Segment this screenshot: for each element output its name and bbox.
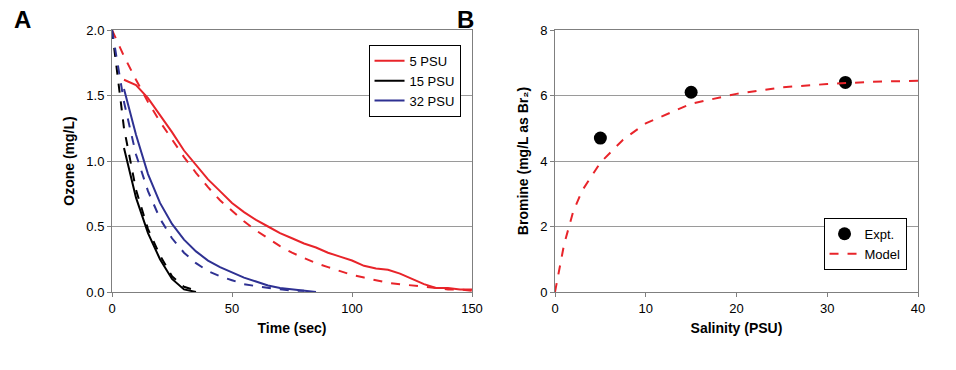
svg-text:1.5: 1.5	[86, 88, 104, 103]
svg-text:0: 0	[540, 285, 547, 300]
svg-text:4: 4	[540, 154, 547, 169]
svg-text:0.0: 0.0	[86, 285, 104, 300]
svg-text:50: 50	[225, 301, 239, 316]
svg-text:40: 40	[911, 301, 925, 316]
svg-text:100: 100	[341, 301, 363, 316]
svg-text:32 PSU: 32 PSU	[410, 94, 455, 109]
svg-text:Time (sec): Time (sec)	[258, 320, 327, 336]
svg-text:Model: Model	[865, 247, 901, 262]
svg-text:0.5: 0.5	[86, 219, 104, 234]
svg-text:Expt.: Expt.	[865, 227, 895, 242]
svg-text:0: 0	[108, 301, 115, 316]
svg-text:Bromine (mg/L as Br₂): Bromine (mg/L as Br₂)	[515, 87, 531, 235]
svg-text:1.0: 1.0	[86, 154, 104, 169]
svg-text:6: 6	[540, 88, 547, 103]
svg-text:Salinity (PSU): Salinity (PSU)	[691, 320, 783, 336]
svg-text:B: B	[457, 6, 474, 33]
svg-text:2.0: 2.0	[86, 23, 104, 38]
svg-text:A: A	[14, 6, 31, 33]
svg-text:15 PSU: 15 PSU	[410, 74, 455, 89]
svg-text:2: 2	[540, 219, 547, 234]
svg-text:10: 10	[639, 301, 653, 316]
svg-text:8: 8	[540, 23, 547, 38]
svg-text:5 PSU: 5 PSU	[410, 54, 448, 69]
svg-text:Ozone (mg/L): Ozone (mg/L)	[61, 116, 77, 205]
svg-text:30: 30	[820, 301, 834, 316]
svg-text:0: 0	[551, 301, 558, 316]
svg-text:150: 150	[461, 301, 483, 316]
svg-text:20: 20	[729, 301, 743, 316]
